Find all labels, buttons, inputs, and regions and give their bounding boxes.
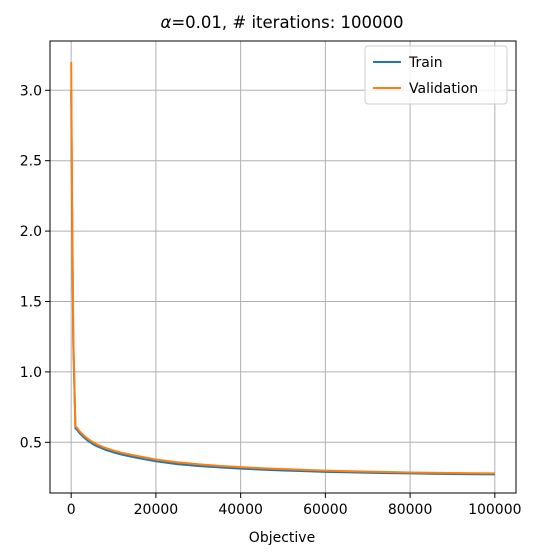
grid-lines [50, 41, 516, 493]
title-alpha-symbol: α [160, 13, 171, 32]
series-lines [70, 62, 495, 476]
series-line-validation [70, 62, 495, 475]
legend: Train Validation [364, 45, 508, 105]
legend-label-train: Train [408, 55, 443, 71]
x-tick-label: 20000 [134, 502, 179, 518]
title-text: =0.01, # iterations: 100000 [171, 13, 403, 32]
y-tick-label: 1.0 [20, 365, 42, 381]
y-tick-label: 1.5 [20, 294, 42, 310]
x-tick-label: 0 [67, 502, 76, 518]
x-axis-label: Objective [249, 530, 315, 546]
x-tick-label: 60000 [303, 502, 348, 518]
legend-box [364, 45, 508, 105]
x-tick-label: 80000 [388, 502, 433, 518]
y-tick-label: 2.0 [20, 224, 42, 240]
y-tick-label: 2.5 [20, 154, 42, 170]
y-tick-label: 0.5 [20, 435, 42, 451]
plot-frame [49, 40, 517, 494]
chart-title: α=0.01, # iterations: 100000 [160, 13, 403, 32]
legend-label-validation: Validation [409, 81, 478, 97]
series-line-train [70, 90, 495, 476]
axes: 0 20000 40000 60000 80000 100000 0.5 1.0 1.5 2.0 2… [20, 40, 522, 518]
x-tick-label: 100000 [468, 502, 521, 518]
x-tick-label: 40000 [218, 502, 263, 518]
y-tick-label: 3.0 [20, 83, 42, 99]
